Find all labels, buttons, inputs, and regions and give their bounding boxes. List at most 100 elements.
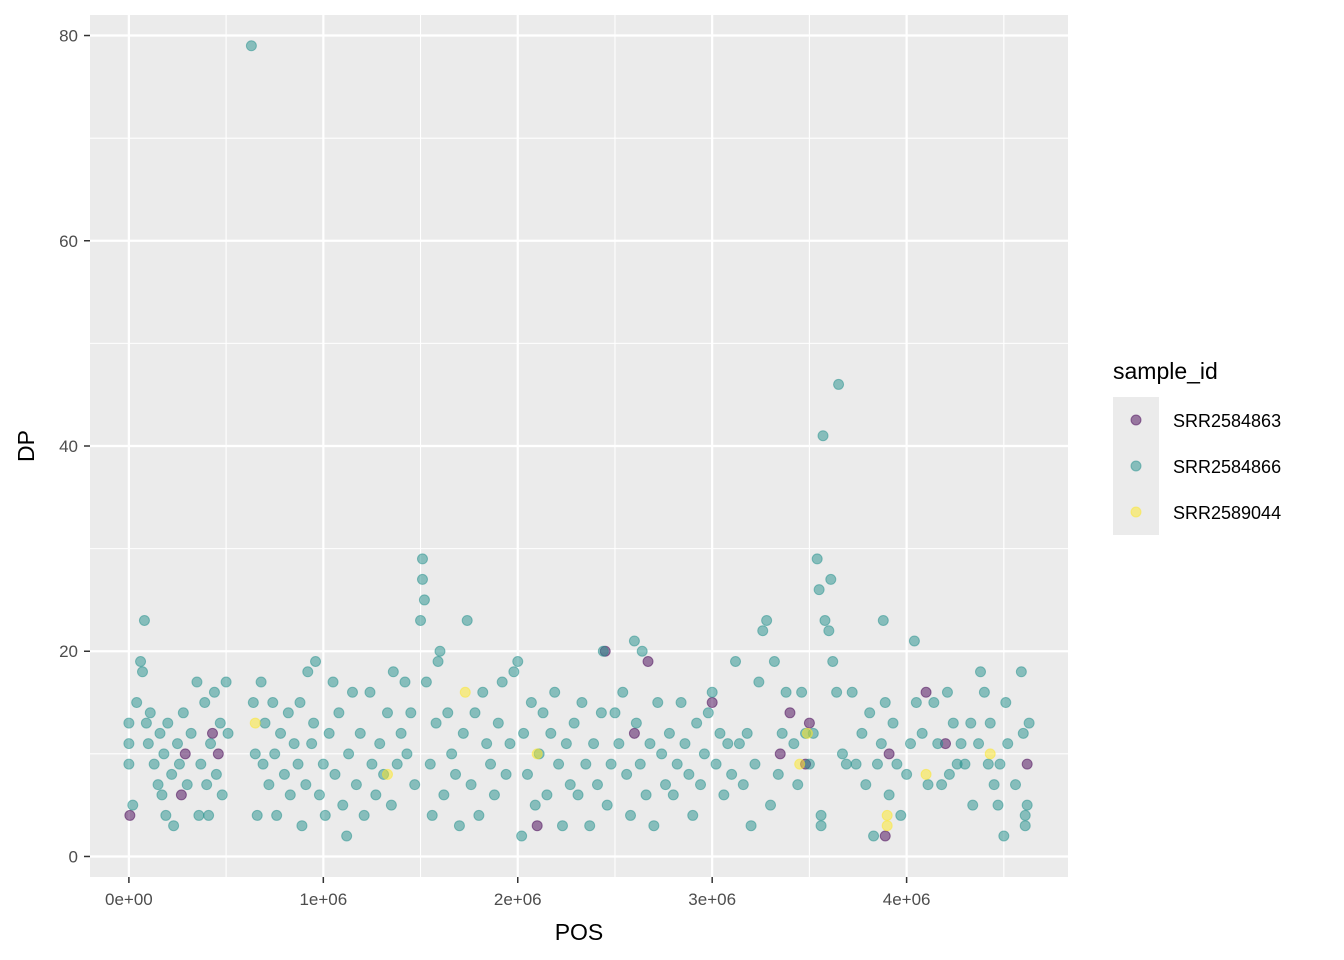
data-point <box>438 789 450 801</box>
data-point <box>275 727 287 739</box>
data-point <box>905 738 917 750</box>
data-point <box>123 717 135 729</box>
data-point <box>319 809 331 821</box>
data-point <box>432 656 444 667</box>
data-point <box>827 656 839 667</box>
data-point <box>374 738 386 750</box>
data-point <box>453 820 465 832</box>
data-point <box>358 809 370 821</box>
data-point <box>883 789 895 801</box>
data-point <box>733 738 745 750</box>
data-point <box>875 738 887 750</box>
data-point <box>702 707 714 719</box>
data-point <box>825 573 837 585</box>
data-point <box>936 779 948 791</box>
data-point <box>327 676 339 688</box>
data-point <box>191 676 203 688</box>
data-point <box>212 748 224 760</box>
data-point <box>879 697 891 709</box>
data-point <box>175 789 187 801</box>
data-point <box>784 707 796 719</box>
data-point <box>525 697 537 709</box>
data-point <box>193 809 205 821</box>
data-point <box>473 809 485 821</box>
x-tick-label: 0e+00 <box>105 890 153 909</box>
data-point <box>1017 727 1029 739</box>
data-point <box>819 614 831 626</box>
data-point <box>251 809 263 821</box>
data-point <box>1021 758 1033 770</box>
data-point <box>308 717 320 729</box>
data-point <box>780 686 792 698</box>
data-point <box>292 758 304 770</box>
data-point <box>831 686 843 698</box>
data-point <box>908 635 920 647</box>
data-point <box>424 758 436 770</box>
data-point <box>492 717 504 729</box>
data-point <box>442 707 454 719</box>
data-point <box>663 727 675 739</box>
data-point <box>803 717 815 729</box>
data-point <box>263 779 275 791</box>
data-point <box>278 768 290 780</box>
data-point <box>181 779 193 791</box>
data-point <box>214 717 226 729</box>
data-point <box>549 686 561 698</box>
data-point <box>691 717 703 729</box>
data-point <box>541 789 553 801</box>
data-point <box>529 799 541 811</box>
data-point <box>124 809 136 821</box>
legend-label: SRR2584863 <box>1173 411 1281 431</box>
data-point <box>765 799 777 811</box>
data-point <box>465 779 477 791</box>
data-point <box>203 809 215 821</box>
data-point <box>144 707 156 719</box>
data-point <box>415 614 427 626</box>
data-point <box>416 553 428 565</box>
data-point <box>988 779 1000 791</box>
data-point <box>698 748 710 760</box>
data-point <box>609 707 621 719</box>
data-point <box>706 686 718 698</box>
data-point <box>722 738 734 750</box>
data-point <box>123 758 135 770</box>
data-point <box>656 748 668 760</box>
data-point <box>975 666 987 678</box>
data-point <box>792 779 804 791</box>
data-point <box>399 676 411 688</box>
data-point <box>531 820 543 832</box>
data-point <box>628 635 640 647</box>
data-point <box>481 738 493 750</box>
data-point <box>391 758 403 770</box>
data-point <box>584 820 596 832</box>
data-point <box>518 727 530 739</box>
data-point <box>249 717 261 729</box>
data-point <box>823 625 835 637</box>
data-point <box>537 707 549 719</box>
legend: sample_id SRR2584863 SRR2584866 SRR2589044 <box>1113 358 1281 535</box>
data-point <box>871 758 883 770</box>
data-point <box>984 748 996 760</box>
data-point <box>343 748 355 760</box>
data-point <box>461 614 473 626</box>
data-point <box>138 614 150 626</box>
data-point <box>556 820 568 832</box>
data-point <box>1019 809 1031 821</box>
data-point <box>1023 717 1035 729</box>
data-point <box>1000 697 1012 709</box>
data-point <box>920 768 932 780</box>
data-point <box>136 666 148 678</box>
data-point <box>1019 820 1031 832</box>
data-point <box>220 676 232 688</box>
data-point <box>745 820 757 832</box>
data-point <box>469 707 481 719</box>
data-point <box>891 758 903 770</box>
data-point <box>741 727 753 739</box>
data-point <box>171 738 183 750</box>
data-point <box>323 727 335 739</box>
data-point <box>881 809 893 821</box>
data-point <box>420 676 432 688</box>
data-point <box>982 758 994 770</box>
data-point <box>817 430 829 442</box>
data-point <box>776 727 788 739</box>
